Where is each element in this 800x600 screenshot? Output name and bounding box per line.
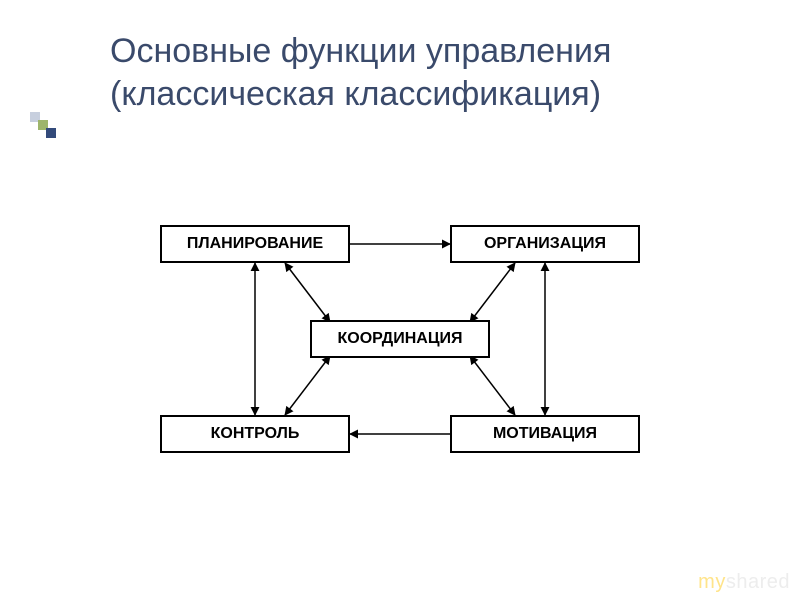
diagram-area: ПЛАНИРОВАНИЕ ОРГАНИЗАЦИЯ КООРДИНАЦИЯ КОНТРО… xyxy=(0,0,800,600)
node-motiv: МОТИВАЦИЯ xyxy=(450,415,640,453)
watermark: myshared xyxy=(698,571,790,594)
node-plan: ПЛАНИРОВАНИЕ xyxy=(160,225,350,263)
edges-layer xyxy=(0,0,800,600)
node-org: ОРГАНИЗАЦИЯ xyxy=(450,225,640,263)
node-ctrl: КОНТРОЛЬ xyxy=(160,415,350,453)
node-coord: КООРДИНАЦИЯ xyxy=(310,320,490,358)
edge-coord-org xyxy=(470,263,515,322)
edge-coord-plan xyxy=(285,263,330,322)
watermark-prefix: my xyxy=(698,571,726,593)
watermark-rest: shared xyxy=(726,571,790,593)
slide: Основные функции управления (классическа… xyxy=(0,0,800,600)
edge-coord-ctrl xyxy=(285,356,330,415)
edge-coord-motiv xyxy=(470,356,515,415)
